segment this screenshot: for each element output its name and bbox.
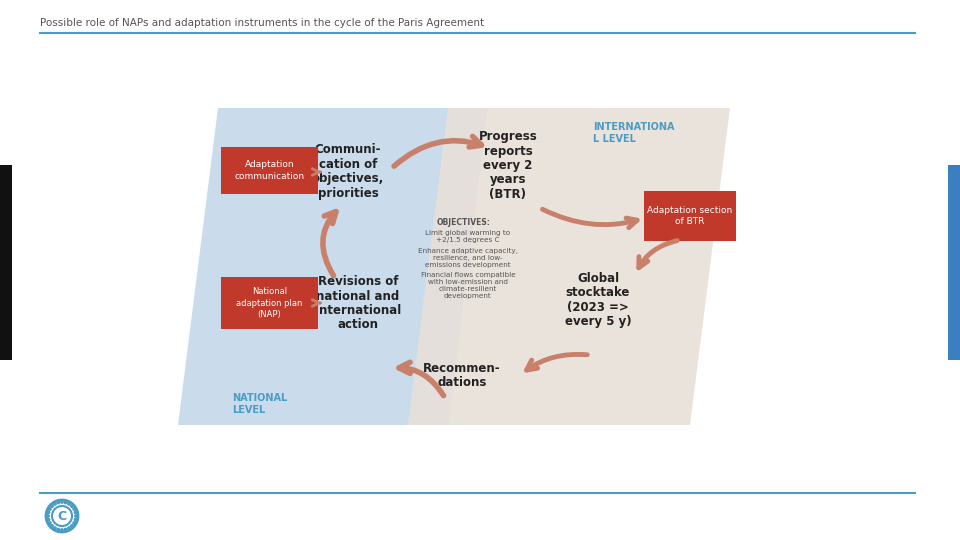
Bar bbox=[0, 165, 12, 360]
Circle shape bbox=[73, 522, 75, 524]
Circle shape bbox=[75, 515, 77, 517]
Circle shape bbox=[58, 501, 60, 504]
Bar bbox=[948, 165, 960, 360]
FancyArrowPatch shape bbox=[394, 137, 482, 166]
Circle shape bbox=[71, 525, 73, 527]
Text: OBJECTIVES:: OBJECTIVES: bbox=[437, 218, 491, 227]
FancyBboxPatch shape bbox=[221, 147, 318, 194]
Text: Limit global warming to
+2/1.5 degrees C: Limit global warming to +2/1.5 degrees C bbox=[425, 230, 511, 243]
Text: C: C bbox=[58, 510, 66, 523]
Circle shape bbox=[74, 511, 77, 514]
Circle shape bbox=[58, 528, 60, 531]
Circle shape bbox=[49, 508, 51, 510]
Circle shape bbox=[64, 501, 67, 504]
Circle shape bbox=[54, 503, 57, 505]
FancyArrowPatch shape bbox=[323, 212, 336, 275]
Circle shape bbox=[47, 515, 49, 517]
FancyBboxPatch shape bbox=[644, 191, 736, 241]
Text: Possible role of NAPs and adaptation instruments in the cycle of the Paris Agree: Possible role of NAPs and adaptation ins… bbox=[40, 18, 484, 28]
Text: NATIONAL
LEVEL: NATIONAL LEVEL bbox=[232, 393, 287, 415]
Circle shape bbox=[51, 505, 54, 507]
Text: INTERNATIONA
L LEVEL: INTERNATIONA L LEVEL bbox=[593, 122, 675, 144]
Polygon shape bbox=[408, 108, 730, 425]
Circle shape bbox=[60, 529, 63, 531]
Text: Adaptation
communication: Adaptation communication bbox=[234, 160, 304, 180]
Circle shape bbox=[68, 527, 70, 529]
Circle shape bbox=[47, 518, 50, 521]
Text: Global
stocktake
(2023 =>
every 5 y): Global stocktake (2023 => every 5 y) bbox=[564, 272, 632, 328]
FancyBboxPatch shape bbox=[221, 277, 318, 329]
Text: Communi-
cation of
objectives,
priorities: Communi- cation of objectives, prioritie… bbox=[312, 143, 384, 199]
Circle shape bbox=[64, 528, 67, 531]
Text: Progress
reports
every 2
years
(BTR): Progress reports every 2 years (BTR) bbox=[479, 130, 538, 201]
Text: Adaptation section
of BTR: Adaptation section of BTR bbox=[647, 206, 732, 226]
Circle shape bbox=[68, 503, 70, 505]
FancyArrowPatch shape bbox=[638, 241, 678, 268]
FancyArrowPatch shape bbox=[542, 209, 637, 228]
Text: Enhance adaptive capacity,
resilience, and low-
emissions development: Enhance adaptive capacity, resilience, a… bbox=[418, 248, 518, 268]
Polygon shape bbox=[178, 108, 488, 425]
Text: Financial flows compatible
with low-emission and
climate-resilient
development: Financial flows compatible with low-emis… bbox=[420, 272, 516, 299]
Text: National
adaptation plan
(NAP): National adaptation plan (NAP) bbox=[236, 287, 302, 319]
Circle shape bbox=[47, 511, 50, 514]
Circle shape bbox=[51, 525, 54, 527]
Circle shape bbox=[49, 522, 51, 524]
Text: Recommen-
dations: Recommen- dations bbox=[423, 362, 501, 389]
Circle shape bbox=[60, 501, 63, 503]
Circle shape bbox=[54, 527, 57, 529]
Circle shape bbox=[71, 505, 73, 507]
FancyArrowPatch shape bbox=[527, 354, 588, 370]
Circle shape bbox=[73, 508, 75, 510]
Text: Revisions of
national and
international
action: Revisions of national and international … bbox=[315, 275, 401, 332]
FancyArrowPatch shape bbox=[399, 362, 444, 396]
Circle shape bbox=[74, 518, 77, 521]
